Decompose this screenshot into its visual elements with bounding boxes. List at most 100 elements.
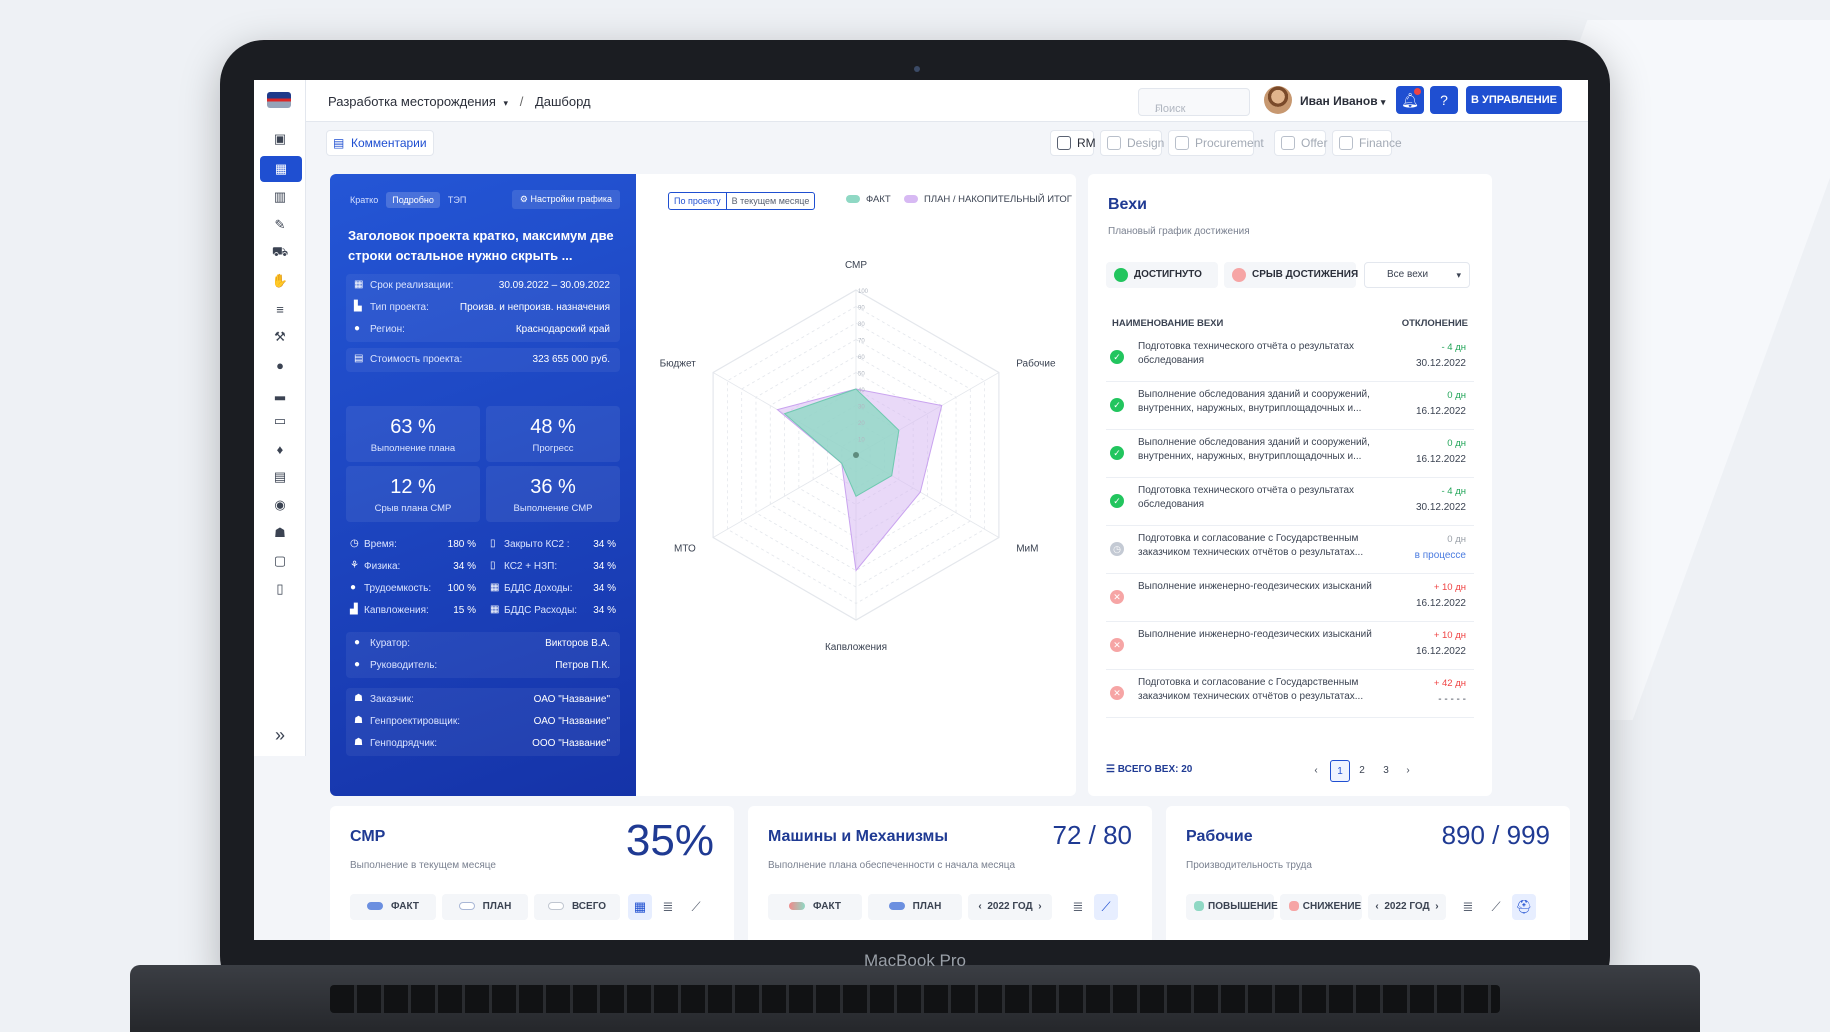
smr-total-button[interactable]: ВСЕГО xyxy=(534,894,620,920)
module-design[interactable]: Design xyxy=(1100,130,1164,156)
milestones-filter-select[interactable]: Все вехи ▾ xyxy=(1364,262,1470,288)
chart-settings-button[interactable]: ⚙ Настройки графика xyxy=(511,190,620,209)
scope-month[interactable]: В текущем месяце xyxy=(725,193,815,209)
page-prev[interactable]: ‹ xyxy=(1314,765,1318,776)
id-card-icon[interactable]: ▢ xyxy=(273,553,287,568)
avatar[interactable] xyxy=(1264,86,1292,114)
smr-fact-button[interactable]: ФАКТ xyxy=(350,894,436,920)
keyboard xyxy=(330,985,1500,1013)
line-chart-icon[interactable]: ⟋ xyxy=(1491,899,1501,914)
milestone-name: Выполнение инженерно-геодезических изыск… xyxy=(1138,580,1388,594)
worker-helmet-icon[interactable]: ⛑ xyxy=(1512,894,1536,920)
truck-icon[interactable]: ⛟ xyxy=(271,244,289,259)
line-chart-icon[interactable]: ⟋ xyxy=(691,899,701,914)
logo xyxy=(267,92,291,108)
mim-fact-button[interactable]: ФАКТ xyxy=(768,894,862,920)
workers-decrease-button[interactable]: СНИЖЕНИЕ xyxy=(1280,894,1362,920)
chevron-left-icon[interactable]: ‹ xyxy=(1375,901,1379,912)
calendar-icon[interactable]: ▦ xyxy=(628,894,652,920)
milestone-row[interactable]: ✕ Выполнение инженерно-геодезических изыс… xyxy=(1106,574,1474,622)
search-input[interactable]: ⌕ Поиск xyxy=(1138,88,1250,116)
tab-detailed[interactable]: Подробно xyxy=(386,192,440,208)
chevron-down-icon[interactable]: ▾ xyxy=(503,98,509,108)
document-edit-icon[interactable]: ✎ xyxy=(274,217,286,232)
filter-failed[interactable]: СРЫВ ДОСТИЖЕНИЯ xyxy=(1224,262,1358,288)
milestone-row[interactable]: ✓ Подготовка технического отчёта о резуль… xyxy=(1106,334,1474,382)
chevron-left-icon[interactable]: ‹ xyxy=(978,901,982,912)
tab-brief[interactable]: Кратко xyxy=(350,195,379,205)
breadcrumb-project[interactable]: Разработка месторождения xyxy=(328,94,496,109)
manage-button[interactable]: В УПРАВЛЕНИЕ xyxy=(1466,86,1562,114)
milestone-deviation: 0 дн xyxy=(1447,534,1466,545)
milestone-row[interactable]: ✓ Выполнение обследования зданий и сооруж… xyxy=(1106,382,1474,430)
comments-button[interactable]: ▤ Комментарии xyxy=(326,130,434,156)
metric-key: Капвложения: xyxy=(364,605,429,616)
mim-plan-button[interactable]: ПЛАН xyxy=(868,894,962,920)
legend-label: ПЛАН / НАКОПИТЕЛЬНЫЙ ИТОГ xyxy=(924,194,1072,205)
user-menu[interactable]: Иван Иванов ▾ xyxy=(1300,94,1385,108)
metric-value: 34 % xyxy=(593,605,616,616)
expand-sidebar-icon[interactable]: » xyxy=(274,725,285,745)
info-row: ● Регион: Краснодарский край xyxy=(346,318,620,340)
page-1[interactable]: 1 xyxy=(1330,760,1350,782)
metric-key: БДДС Доходы: xyxy=(504,583,573,594)
filter-achieved[interactable]: ДОСТИГНУТО xyxy=(1106,262,1218,288)
col-dev-header: ОТКЛОНЕНИЕ xyxy=(1401,318,1468,329)
briefcase-icon[interactable]: ▣ xyxy=(273,131,287,146)
milestone-row[interactable]: ◷ Подготовка и согласование с Государстве… xyxy=(1106,526,1474,574)
bar-chart-icon[interactable]: ≣ xyxy=(1072,899,1084,914)
milestone-row[interactable]: ✓ Подготовка технического отчёта о резуль… xyxy=(1106,478,1474,526)
milestones-card: Вехи Плановый график достижения ДОСТИГНУ… xyxy=(1088,174,1492,796)
workers-year-selector[interactable]: ‹ 2022 ГОД › xyxy=(1368,894,1446,920)
radar-axis-label: Бюджет xyxy=(660,359,697,370)
smr-plan-button[interactable]: ПЛАН xyxy=(442,894,528,920)
milestone-row[interactable]: ✕ Выполнение инженерно-геодезических изыс… xyxy=(1106,622,1474,670)
page-next[interactable]: › xyxy=(1406,765,1410,776)
chevron-right-icon[interactable]: › xyxy=(1038,901,1042,912)
metric-value: 34 % xyxy=(593,561,616,572)
tab-tep[interactable]: ТЭП xyxy=(447,195,467,205)
user-name: Иван Иванов xyxy=(1300,94,1378,108)
legend-plan: ПЛАН / НАКОПИТЕЛЬНЫЙ ИТОГ xyxy=(904,194,1072,205)
info-value: Произв. и непроизв. назначения xyxy=(459,302,610,313)
money-bag-icon[interactable]: ♦ xyxy=(276,441,284,457)
gantt-icon[interactable]: ≡ xyxy=(276,301,284,317)
bar-chart-icon[interactable]: ≣ xyxy=(662,899,674,914)
camera-icon[interactable]: ◉ xyxy=(274,497,286,512)
metric-key: БДДС Расходы: xyxy=(504,605,578,616)
milestone-row[interactable]: ✓ Выполнение обследования зданий и сооруж… xyxy=(1106,430,1474,478)
stats-icon[interactable]: ▂ xyxy=(275,385,285,400)
milestone-name-line2: внутренних, наружных, внутриплощадочных … xyxy=(1138,403,1362,414)
metric-row: ▯ КС2 + НЗП: 34 % xyxy=(486,556,620,578)
chevron-right-icon[interactable]: › xyxy=(1435,901,1439,912)
module-offer[interactable]: Offer xyxy=(1274,130,1327,156)
bar-chart-icon[interactable]: ≣ xyxy=(1462,899,1474,914)
page-3[interactable]: 3 xyxy=(1383,765,1389,776)
page-2[interactable]: 2 xyxy=(1359,765,1365,776)
user-icon[interactable]: ● xyxy=(276,357,284,373)
team-icon[interactable]: ☗ xyxy=(274,525,286,540)
mim-year-selector[interactable]: ‹ 2022 ГОД › xyxy=(968,894,1052,920)
excavator-icon[interactable]: ⚒ xyxy=(274,329,286,344)
scope-project[interactable]: По проекту xyxy=(674,196,721,206)
hand-money-icon[interactable]: ✋ xyxy=(271,273,289,288)
notifications-button[interactable]: 🔔︎ xyxy=(1396,86,1424,114)
legend-swatch xyxy=(846,195,860,204)
module-finance[interactable]: Finance xyxy=(1332,130,1402,156)
milestone-row[interactable]: ✕ Подготовка и согласование с Государстве… xyxy=(1106,670,1474,718)
dashboard-icon[interactable]: ▦ xyxy=(260,156,302,182)
presentation-icon[interactable]: ▭ xyxy=(273,413,287,428)
metric-key: Трудоемкость: xyxy=(364,583,432,594)
workers-increase-button[interactable]: ПОВЫШЕНИЕ xyxy=(1186,894,1278,920)
income-icon: ▦ xyxy=(490,582,500,593)
module-procurement[interactable]: Procurement xyxy=(1168,130,1264,156)
document-icon: ▯ xyxy=(490,538,496,549)
btn-label: ФАКТ xyxy=(391,901,419,912)
report-icon[interactable]: ▯ xyxy=(276,581,284,596)
building-icon[interactable]: ▥ xyxy=(273,189,287,204)
help-button[interactable]: ? xyxy=(1430,86,1458,114)
archive-icon[interactable]: ▤ xyxy=(273,469,287,484)
module-rm[interactable]: RM xyxy=(1050,130,1096,156)
line-chart-icon[interactable]: ⟋ xyxy=(1094,894,1118,920)
metric-key: Физика: xyxy=(364,561,401,572)
